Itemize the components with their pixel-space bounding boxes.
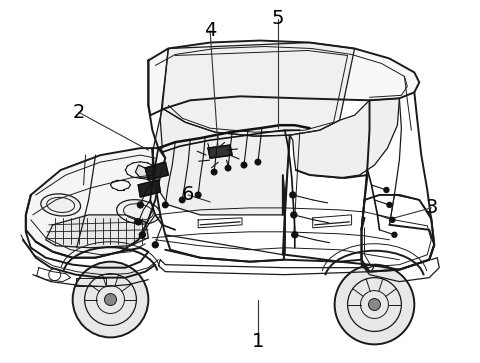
Circle shape: [387, 203, 392, 207]
Circle shape: [290, 192, 296, 198]
Circle shape: [180, 197, 185, 203]
Circle shape: [241, 162, 247, 168]
Text: 5: 5: [272, 9, 284, 28]
Polygon shape: [135, 165, 156, 180]
Circle shape: [291, 212, 297, 218]
Circle shape: [152, 242, 158, 248]
Polygon shape: [208, 145, 232, 158]
Text: 2: 2: [72, 103, 85, 122]
Circle shape: [211, 169, 217, 175]
Polygon shape: [26, 148, 165, 258]
Ellipse shape: [41, 194, 81, 216]
Circle shape: [72, 262, 148, 337]
Circle shape: [390, 217, 395, 223]
Circle shape: [105, 294, 117, 306]
Circle shape: [225, 165, 231, 171]
Circle shape: [135, 219, 142, 225]
Circle shape: [195, 192, 201, 198]
Text: 4: 4: [204, 21, 216, 40]
Polygon shape: [145, 162, 168, 180]
Circle shape: [255, 159, 261, 165]
Polygon shape: [148, 41, 420, 115]
Polygon shape: [290, 98, 399, 178]
Text: 1: 1: [252, 332, 264, 351]
Circle shape: [369, 298, 381, 310]
Polygon shape: [46, 215, 148, 248]
Text: 3: 3: [425, 199, 437, 217]
Polygon shape: [138, 180, 160, 197]
Circle shape: [163, 202, 168, 208]
Polygon shape: [162, 42, 355, 136]
Circle shape: [292, 232, 298, 238]
Circle shape: [139, 232, 145, 238]
Circle shape: [335, 265, 414, 344]
Circle shape: [137, 202, 144, 208]
Ellipse shape: [117, 200, 160, 224]
Polygon shape: [152, 108, 290, 215]
Circle shape: [392, 232, 397, 237]
Text: 6: 6: [182, 185, 194, 204]
Circle shape: [384, 187, 389, 192]
